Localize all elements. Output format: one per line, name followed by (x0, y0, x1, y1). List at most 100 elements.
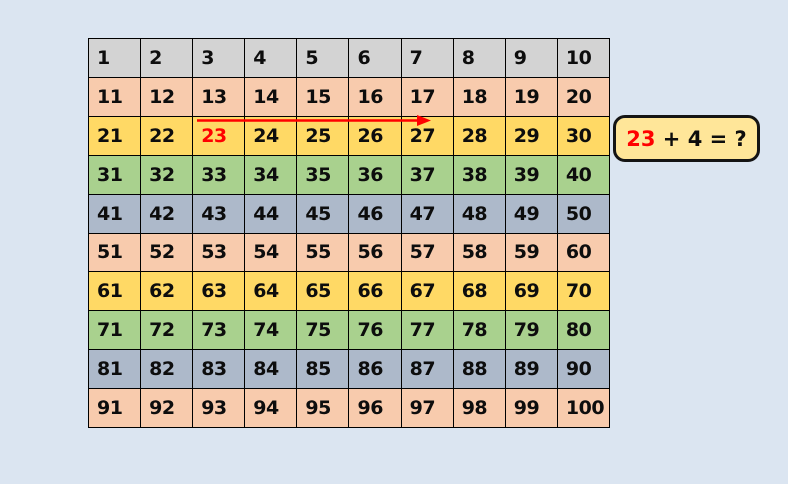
chart-row-6: 51 52 53 54 55 56 57 58 59 60 (89, 233, 610, 273)
grid-cell-63: 63 (193, 272, 246, 312)
grid-cell-10: 10 (557, 39, 610, 78)
grid-cell-56: 56 (349, 233, 402, 273)
grid-cell-16: 16 (349, 77, 402, 117)
grid-cell-90: 90 (557, 350, 610, 390)
grid-cell-40: 40 (557, 155, 610, 195)
grid-cell-32: 32 (141, 155, 194, 195)
grid-cell-8: 8 (453, 39, 506, 78)
grid-cell-74: 74 (245, 311, 298, 351)
grid-cell-96: 96 (349, 389, 402, 428)
grid-cell-6: 6 (349, 39, 402, 78)
grid-cell-58: 58 (453, 233, 506, 273)
grid-cell-38: 38 (453, 155, 506, 195)
callout-box: 23 + 4 = ? (613, 115, 760, 162)
grid-cell-4: 4 (245, 39, 298, 78)
grid-cell-44: 44 (245, 194, 298, 234)
grid-cell-35: 35 (297, 155, 350, 195)
grid-cell-41: 41 (89, 194, 142, 234)
grid-cell-82: 82 (141, 350, 194, 390)
chart-row-8: 71 72 73 74 75 76 77 78 79 80 (89, 311, 610, 351)
chart-row-9: 81 82 83 84 85 86 87 88 89 90 (89, 350, 610, 390)
grid-cell-9: 9 (505, 39, 558, 78)
grid-cell-81: 81 (89, 350, 142, 390)
grid-cell-78: 78 (453, 311, 506, 351)
grid-cell-72: 72 (141, 311, 194, 351)
grid-cell-99: 99 (505, 389, 558, 428)
chart-row-5: 41 42 43 44 45 46 47 48 49 50 (89, 194, 610, 234)
grid-cell-80: 80 (557, 311, 610, 351)
chart-row-1: 1 2 3 4 5 6 7 8 9 10 (89, 39, 610, 78)
grid-cell-65: 65 (297, 272, 350, 312)
grid-cell-95: 95 (297, 389, 350, 428)
grid-cell-89: 89 (505, 350, 558, 390)
grid-cell-77: 77 (401, 311, 454, 351)
hundred-chart: 1 2 3 4 5 6 7 8 9 10 11 12 13 14 15 16 17 18 19 20 21 22 23 24 2… (88, 38, 610, 428)
chart-row-10: 91 92 93 94 95 96 97 98 99 100 (89, 389, 610, 428)
grid-cell-59: 59 (505, 233, 558, 273)
grid-cell-92: 92 (141, 389, 194, 428)
grid-cell-24: 24 (245, 116, 298, 156)
grid-cell-48: 48 (453, 194, 506, 234)
chart-row-3: 21 22 23 24 25 26 27 28 29 30 (89, 116, 610, 156)
chart-row-7: 61 62 63 64 65 66 67 68 69 70 (89, 272, 610, 312)
grid-cell-67: 67 (401, 272, 454, 312)
grid-cell-97: 97 (401, 389, 454, 428)
grid-cell-43: 43 (193, 194, 246, 234)
grid-cell-93: 93 (193, 389, 246, 428)
grid-cell-12: 12 (141, 77, 194, 117)
grid-cell-15: 15 (297, 77, 350, 117)
grid-cell-69: 69 (505, 272, 558, 312)
chart-row-4: 31 32 33 34 35 36 37 38 39 40 (89, 155, 610, 195)
grid-cell-51: 51 (89, 233, 142, 273)
grid-cell-52: 52 (141, 233, 194, 273)
grid-cell-11: 11 (89, 77, 142, 117)
grid-cell-57: 57 (401, 233, 454, 273)
grid-cell-71: 71 (89, 311, 142, 351)
grid-cell-30: 30 (557, 116, 610, 156)
grid-cell-54: 54 (245, 233, 298, 273)
grid-cell-19: 19 (505, 77, 558, 117)
grid-cell-1: 1 (89, 39, 142, 78)
grid-cell-85: 85 (297, 350, 350, 390)
callout-expression: + 4 = ? (655, 126, 747, 151)
grid-cell-46: 46 (349, 194, 402, 234)
grid-cell-39: 39 (505, 155, 558, 195)
grid-cell-31: 31 (89, 155, 142, 195)
grid-cell-79: 79 (505, 311, 558, 351)
grid-cell-20: 20 (557, 77, 610, 117)
grid-cell-55: 55 (297, 233, 350, 273)
grid-cell-49: 49 (505, 194, 558, 234)
grid-cell-53: 53 (193, 233, 246, 273)
grid-cell-47: 47 (401, 194, 454, 234)
grid-cell-75: 75 (297, 311, 350, 351)
grid-cell-87: 87 (401, 350, 454, 390)
grid-cell-29: 29 (505, 116, 558, 156)
grid-cell-91: 91 (89, 389, 142, 428)
grid-cell-68: 68 (453, 272, 506, 312)
grid-cell-5: 5 (297, 39, 350, 78)
grid-cell-61: 61 (89, 272, 142, 312)
grid-cell-76: 76 (349, 311, 402, 351)
grid-cell-94: 94 (245, 389, 298, 428)
grid-cell-26: 26 (349, 116, 402, 156)
callout-operand: 23 (626, 126, 656, 151)
grid-cell-14: 14 (245, 77, 298, 117)
grid-cell-66: 66 (349, 272, 402, 312)
grid-cell-13: 13 (193, 77, 246, 117)
chart-row-2: 11 12 13 14 15 16 17 18 19 20 (89, 77, 610, 117)
grid-cell-100: 100 (557, 389, 610, 428)
grid-cell-70: 70 (557, 272, 610, 312)
grid-cell-33: 33 (193, 155, 246, 195)
grid-cell-18: 18 (453, 77, 506, 117)
grid-cell-60: 60 (557, 233, 610, 273)
grid-cell-23: 23 (193, 116, 246, 156)
grid-cell-21: 21 (89, 116, 142, 156)
grid-cell-36: 36 (349, 155, 402, 195)
grid-cell-88: 88 (453, 350, 506, 390)
grid-cell-45: 45 (297, 194, 350, 234)
grid-cell-64: 64 (245, 272, 298, 312)
grid-cell-83: 83 (193, 350, 246, 390)
grid-cell-34: 34 (245, 155, 298, 195)
grid-cell-86: 86 (349, 350, 402, 390)
grid-cell-25: 25 (297, 116, 350, 156)
